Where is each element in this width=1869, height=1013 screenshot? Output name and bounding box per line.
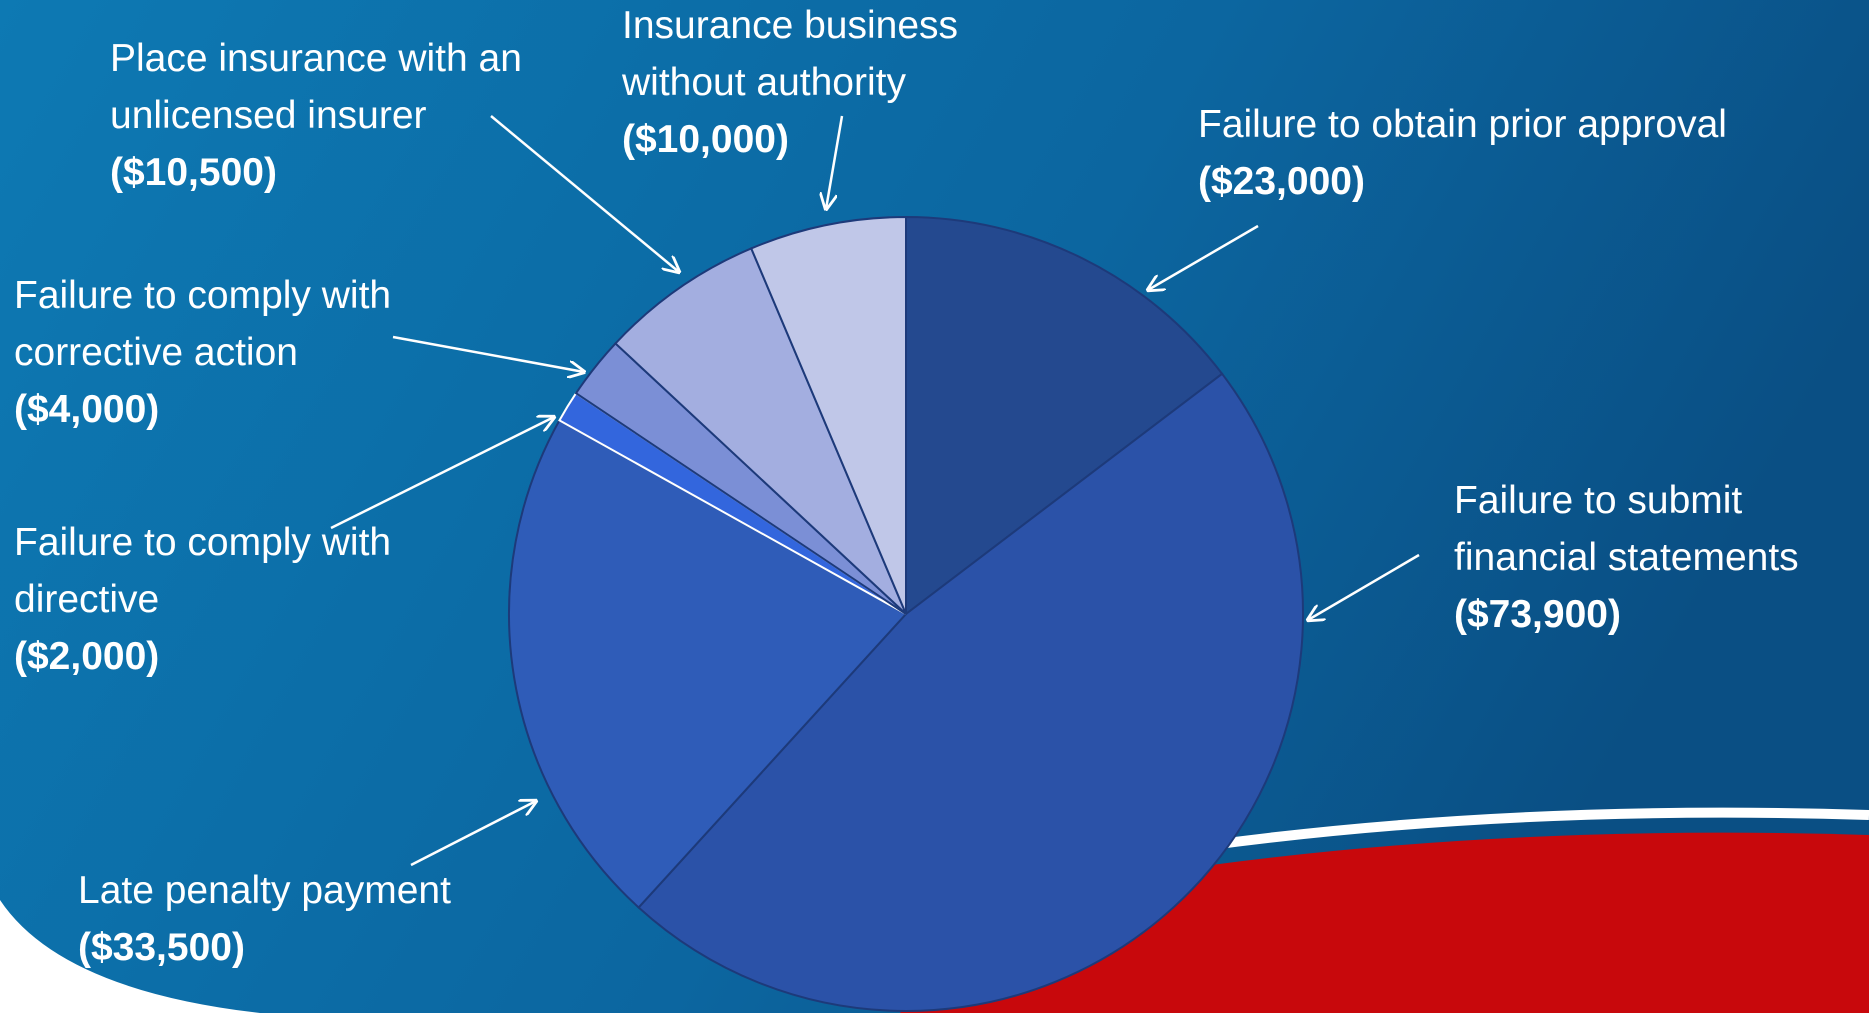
slice-label: Failure to comply with directive ($2,000) [14, 514, 484, 685]
pie [508, 215, 1304, 1012]
leader-line [826, 115, 844, 209]
value-label: ($33,500) [78, 926, 245, 969]
leader-line [410, 801, 536, 867]
pie-slice [905, 215, 1224, 617]
value-label: ($10,000) [622, 118, 789, 161]
leader-line [1148, 224, 1259, 290]
leader-lines [330, 115, 1420, 867]
slice-label: Late penalty payment ($33,500) [78, 862, 558, 976]
value-label: ($23,000) [1198, 160, 1365, 203]
slice-label: Failure to obtain prior approval ($23,000… [1198, 96, 1858, 210]
pie-slice [508, 418, 908, 909]
pie-slice [614, 247, 907, 615]
pie-slice [749, 215, 907, 615]
label-name: Failure to comply with corrective action [14, 274, 392, 374]
leader-line [392, 335, 584, 372]
slice-label: Failure to comply with corrective action… [14, 267, 484, 438]
white-corner [0, 900, 260, 1013]
label-name: Place insurance with an unlicensed insur… [110, 37, 522, 137]
value-label: ($2,000) [14, 635, 160, 678]
label-name: Insurance business without authority [622, 4, 959, 104]
label-name: Failure to comply with directive [14, 521, 392, 621]
value-label: ($73,900) [1454, 593, 1621, 636]
slice-label: Place insurance with an unlicensed insur… [110, 30, 590, 201]
leader-line [1308, 553, 1420, 620]
slice-label: Insurance business without authority ($10… [622, 0, 1022, 168]
slice-label: Failure to submit financial statements ($… [1454, 472, 1864, 643]
label-name: Late penalty payment [78, 869, 451, 912]
label-name: Failure to submit financial statements [1454, 479, 1799, 579]
label-name: Failure to obtain prior approval [1198, 103, 1727, 146]
leader-line [330, 417, 554, 530]
pie-slice [637, 372, 1304, 1012]
value-label: ($4,000) [14, 388, 160, 431]
leader-line [490, 115, 679, 272]
value-label: ($10,500) [110, 151, 277, 194]
